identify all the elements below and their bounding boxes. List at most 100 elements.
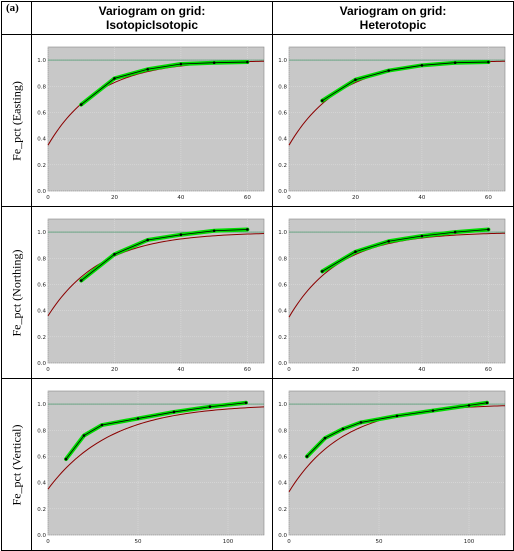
column-header-isotopic-line1: Variogram on grid:: [98, 4, 206, 18]
y-tick-label: 1.0: [278, 58, 287, 64]
x-tick-label: 100: [464, 539, 475, 545]
y-tick-label: 0.4: [278, 308, 287, 314]
y-tick-label: 0.4: [37, 480, 46, 486]
y-tick-label: 0.8: [37, 428, 46, 434]
column-header-heterotopic-line2: Heterotopic: [359, 18, 427, 32]
x-tick-label: 20: [352, 195, 359, 201]
experimental-point: [467, 403, 471, 407]
row-label-vertical: Fe_pct (Vertical): [1, 378, 32, 551]
y-tick-label: 0.6: [278, 282, 287, 288]
experimental-variogram-line: [306, 401, 488, 457]
experimental-variogram-line: [322, 61, 489, 101]
chart-cell-northing-isotopic: 0.0 0.2 0.4 0.6 0.8 1.0 0 20 40 60: [31, 206, 273, 379]
x-tick-label: 60: [244, 195, 251, 201]
experimental-point: [113, 76, 116, 80]
plot-area: [47, 390, 265, 535]
x-tick-label: 0: [287, 367, 291, 373]
x-tick-label: 60: [485, 367, 492, 373]
y-tick-label: 0.2: [37, 162, 46, 168]
experimental-point: [212, 60, 216, 64]
experimental-point: [136, 416, 140, 420]
experimental-point: [420, 234, 424, 237]
y-tick-label: 0.0: [278, 533, 287, 539]
model-variogram-curve: [47, 232, 265, 316]
experimental-point: [320, 98, 324, 102]
y-tick-label: 0.0: [37, 361, 46, 367]
y-tick-label: 0.8: [37, 84, 46, 90]
x-tick-label: 60: [485, 195, 492, 201]
y-tick-label: 1.0: [37, 230, 46, 236]
y-tick-label: 0.8: [37, 256, 46, 262]
experimental-variogram-line: [80, 61, 248, 105]
row-label-easting-text: Fe_pct (Easting): [9, 80, 23, 161]
x-tick-label: 20: [111, 195, 118, 201]
y-tick-label: 0.8: [278, 428, 287, 434]
y-tick-label: 0.4: [37, 308, 46, 314]
model-variogram-curve: [47, 405, 265, 489]
experimental-point: [320, 269, 324, 273]
y-tick-label: 1.0: [37, 58, 46, 64]
row-label-northing: Fe_pct (Northing): [1, 206, 32, 379]
experimental-variogram-line: [80, 228, 248, 281]
x-tick-label: 60: [244, 367, 251, 373]
column-header-isotopic: Variogram on grid: IsotopicIsotopic: [31, 1, 273, 35]
experimental-point: [420, 63, 424, 67]
experimental-point: [323, 436, 327, 439]
y-tick-label: 0.6: [278, 454, 287, 460]
experimental-point: [179, 62, 183, 65]
plot-area: [47, 46, 265, 191]
plot-area: [288, 390, 506, 535]
y-tick-label: 1.0: [278, 230, 287, 236]
column-header-heterotopic: Variogram on grid: Heterotopic: [272, 1, 514, 35]
chart-cell-easting-isotopic: 0.0 0.2 0.4 0.6 0.8 1.0 0 20 40 60: [31, 34, 273, 207]
x-tick-label: 50: [376, 539, 383, 545]
x-tick-label: 40: [177, 367, 184, 373]
experimental-point: [146, 238, 149, 241]
panel-label-text: (a): [6, 2, 19, 14]
experimental-point: [172, 410, 176, 413]
experimental-point: [146, 67, 149, 71]
plot-area: [288, 218, 506, 363]
y-tick-label: 0.4: [278, 136, 287, 142]
y-tick-label: 0.2: [278, 334, 287, 340]
x-tick-label: 0: [287, 195, 291, 201]
experimental-point: [212, 228, 216, 232]
y-tick-label: 1.0: [37, 402, 46, 408]
variogram-chart-northing-isotopic: 0.0 0.2 0.4 0.6 0.8 1.0 0 20 40 60: [37, 218, 265, 373]
column-header-isotopic-line2: IsotopicIsotopic: [105, 18, 198, 32]
row-label-northing-text: Fe_pct (Northing): [9, 249, 23, 336]
x-tick-label: 50: [135, 539, 142, 545]
y-tick-label: 0.6: [278, 110, 287, 116]
chart-cell-easting-heterotopic: 0.0 0.2 0.4 0.6 0.8 1.0 0 20 40 60: [272, 34, 514, 207]
row-label-vertical-text: Fe_pct (Vertical): [9, 424, 23, 505]
experimental-point: [487, 227, 490, 231]
experimental-point: [113, 252, 116, 256]
experimental-point: [82, 433, 86, 437]
column-header-heterotopic-line1: Variogram on grid:: [339, 4, 447, 18]
x-tick-label: 40: [177, 195, 184, 201]
experimental-point: [79, 102, 83, 106]
x-tick-label: 40: [418, 367, 425, 373]
x-tick-label: 0: [46, 195, 50, 201]
experimental-point: [453, 60, 457, 64]
y-tick-label: 0.0: [37, 533, 46, 539]
experimental-point: [244, 400, 248, 404]
row-label-easting: Fe_pct (Easting): [1, 34, 32, 207]
experimental-point: [485, 400, 489, 404]
y-tick-label: 0.0: [278, 189, 287, 195]
experimental-point: [387, 239, 390, 243]
x-tick-label: 0: [46, 539, 50, 545]
chart-cell-vertical-isotopic: 0.0 0.2 0.4 0.6 0.8 1.0 0 50 100: [31, 378, 273, 551]
variogram-chart-vertical-isotopic: 0.0 0.2 0.4 0.6 0.8 1.0 0 50 100: [37, 390, 265, 545]
experimental-point: [453, 230, 457, 233]
experimental-point: [179, 232, 183, 236]
x-tick-label: 40: [418, 195, 425, 201]
experimental-point: [79, 278, 83, 282]
experimental-point: [354, 77, 357, 81]
experimental-point: [246, 227, 249, 231]
variogram-chart-easting-heterotopic: 0.0 0.2 0.4 0.6 0.8 1.0 0 20 40 60: [278, 46, 506, 201]
experimental-point: [487, 60, 490, 63]
y-tick-label: 1.0: [278, 402, 287, 408]
y-tick-label: 0.8: [278, 84, 287, 90]
